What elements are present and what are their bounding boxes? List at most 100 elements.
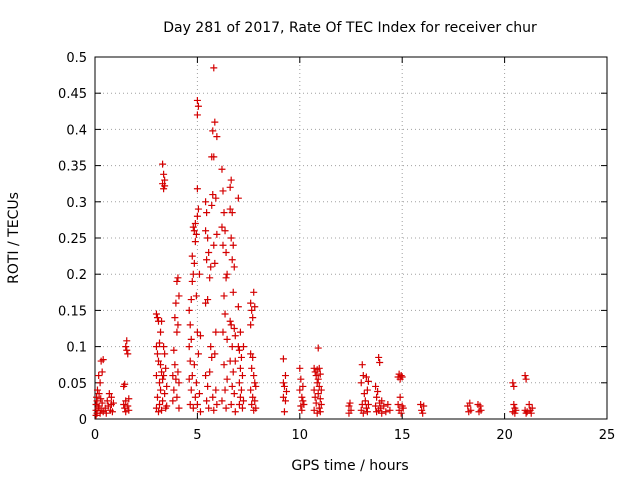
data-point [156, 379, 164, 387]
data-point [104, 402, 112, 410]
data-point [230, 325, 238, 332]
data-point [315, 364, 323, 372]
data-point [158, 317, 166, 325]
data-point [378, 409, 386, 417]
data-point [310, 386, 318, 394]
data-point [252, 404, 260, 412]
data-point [229, 368, 237, 376]
data-point [247, 386, 255, 394]
data-point [510, 401, 518, 409]
data-point [211, 259, 219, 267]
data-point [297, 375, 305, 383]
data-point [185, 306, 193, 314]
data-point [373, 393, 381, 401]
data-point [248, 364, 256, 372]
data-point [157, 386, 165, 394]
data-point [222, 274, 230, 282]
data-point [190, 361, 198, 369]
data-point [185, 343, 193, 351]
data-point [249, 353, 257, 361]
data-point [203, 397, 211, 405]
data-point [227, 176, 235, 184]
data-point [161, 350, 169, 358]
data-point [173, 328, 181, 336]
data-point [188, 277, 196, 285]
data-point [223, 270, 231, 278]
data-point [93, 386, 101, 394]
data-point [374, 387, 382, 395]
data-point [419, 409, 427, 417]
data-point [210, 406, 218, 414]
data-point [235, 346, 243, 354]
data-point [346, 399, 354, 407]
data-point [169, 397, 177, 405]
data-point [124, 402, 132, 410]
data-point [247, 350, 255, 358]
data-point [394, 401, 402, 409]
data-point [372, 402, 380, 410]
data-point [386, 406, 394, 414]
data-point [247, 321, 255, 329]
x-tick-label: 0 [91, 428, 99, 443]
data-point [209, 191, 217, 199]
data-point [95, 390, 103, 398]
y-tick-label: 0.1 [66, 341, 87, 356]
data-point [92, 401, 100, 409]
data-point [93, 397, 101, 405]
data-point [249, 314, 257, 322]
data-point [317, 386, 325, 394]
data-point [160, 372, 168, 380]
data-point [227, 401, 235, 409]
data-point [231, 357, 239, 365]
data-point [312, 372, 320, 380]
data-point [163, 402, 171, 410]
data-point [420, 402, 428, 410]
data-point [158, 406, 166, 414]
data-point [191, 238, 199, 246]
data-point [210, 64, 218, 72]
data-point [171, 361, 179, 369]
data-point [161, 182, 169, 190]
data-point [204, 296, 212, 304]
data-point [210, 241, 218, 249]
data-point [300, 401, 308, 409]
data-point [102, 409, 110, 417]
data-point [160, 170, 168, 178]
data-point [227, 321, 235, 329]
data-point [190, 227, 198, 235]
data-point [358, 401, 366, 409]
data-point [156, 339, 164, 347]
y-tick-label: 0.3 [66, 196, 87, 211]
data-point [467, 406, 475, 414]
data-point [108, 408, 116, 416]
data-point [229, 288, 237, 296]
data-point [234, 194, 242, 202]
data-point [125, 406, 133, 414]
data-point [190, 259, 198, 267]
data-point [159, 160, 167, 168]
data-point [172, 375, 180, 383]
data-point [223, 335, 231, 343]
data-point [212, 386, 220, 394]
data-point [279, 393, 287, 401]
data-point [364, 377, 372, 385]
data-point [175, 292, 183, 300]
data-point [521, 372, 529, 380]
data-point [173, 277, 181, 285]
x-tick-label: 20 [496, 428, 513, 443]
data-point [96, 379, 104, 387]
data-point [399, 404, 407, 412]
data-point [160, 343, 168, 351]
data-point [279, 355, 287, 363]
data-point [361, 397, 369, 405]
data-point [476, 402, 484, 410]
data-point [359, 372, 367, 380]
data-point [103, 397, 111, 405]
data-point [206, 368, 214, 376]
data-point [360, 390, 368, 398]
data-point [193, 185, 201, 193]
data-point [221, 310, 229, 318]
data-point [363, 408, 371, 416]
data-point [281, 372, 289, 380]
